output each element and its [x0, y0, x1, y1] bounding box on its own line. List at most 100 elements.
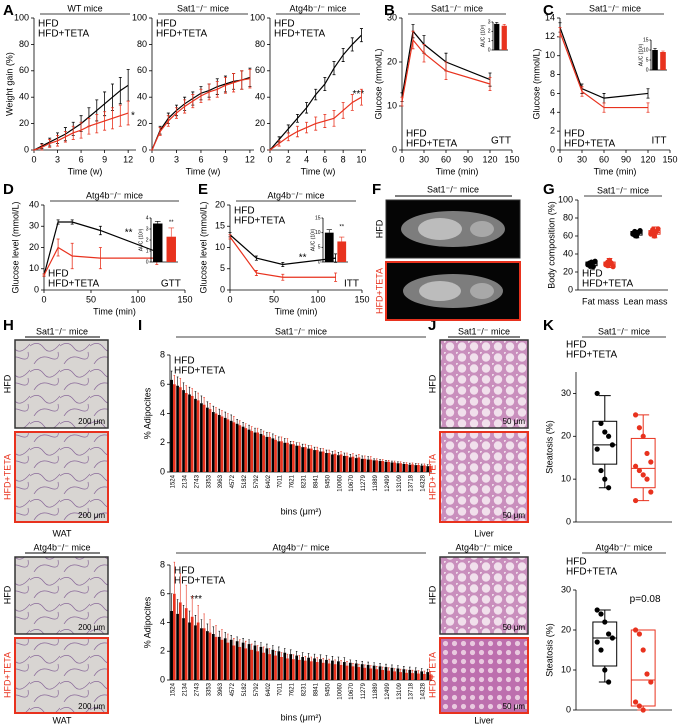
- error-bar: [203, 613, 205, 629]
- scale-bar-label: 50 μm: [503, 702, 526, 711]
- histology-image: [439, 339, 529, 429]
- legend-entry: HFD+TETA: [156, 29, 208, 40]
- bar: [307, 448, 310, 472]
- error-bar: [240, 70, 244, 90]
- error-bar: [313, 653, 316, 659]
- y-tick-label: 0: [34, 284, 39, 294]
- bar: [408, 464, 412, 472]
- error-bar: [411, 30, 415, 50]
- bar: [214, 413, 218, 472]
- x-tick-label: 2134: [182, 682, 188, 696]
- bar: [375, 669, 379, 680]
- bar: [190, 616, 194, 680]
- error-bar: [268, 648, 271, 655]
- error-bar: [346, 661, 348, 666]
- data-point: [644, 671, 650, 677]
- x-tick-label: 14328: [421, 474, 427, 491]
- error-bar: [242, 638, 244, 643]
- bar: [268, 654, 271, 680]
- bar: [321, 662, 325, 680]
- y-tick-label: 10: [643, 47, 649, 53]
- bar: [295, 445, 299, 472]
- row-label: HFD+TETA: [427, 454, 437, 500]
- error-bar: [358, 454, 360, 458]
- bar: [354, 663, 358, 680]
- error-bar: [426, 464, 429, 467]
- y-tick-label: 0: [160, 674, 165, 684]
- legend-entry: HFD: [582, 269, 603, 280]
- bar: [271, 649, 275, 680]
- whisker: [598, 395, 611, 422]
- x-tick-label: 2743: [194, 682, 200, 696]
- annotation: **: [339, 224, 344, 230]
- error-bar: [221, 410, 223, 417]
- bar: [190, 395, 194, 472]
- error-bar: [173, 375, 176, 385]
- bar: [253, 432, 257, 472]
- bar: [313, 658, 316, 680]
- bar: [283, 652, 287, 680]
- panel-letter: C: [543, 2, 554, 19]
- y-tick-label: 0: [146, 259, 149, 265]
- x-tick-label: 150: [504, 154, 519, 164]
- error-bar: [370, 665, 372, 669]
- error-bar: [292, 440, 295, 445]
- x-tick-label: 0: [227, 294, 232, 304]
- error-bar: [334, 659, 336, 665]
- error-bar: [158, 127, 162, 136]
- error-bar: [350, 94, 354, 111]
- bar: [399, 463, 402, 472]
- bar: [354, 458, 358, 472]
- error-bar: [381, 666, 384, 670]
- error-bar: [403, 462, 405, 464]
- bar: [223, 638, 227, 680]
- y-axis-label: Steatosis (%): [544, 623, 554, 677]
- error-bar: [304, 443, 307, 448]
- y-tick-label: 3: [146, 226, 149, 232]
- x-tick-label: 13718: [409, 474, 415, 491]
- x-tick-label: 50: [269, 294, 279, 304]
- bar: [501, 25, 507, 50]
- error-bar: [207, 83, 211, 101]
- error-bar: [176, 599, 179, 614]
- data-point: [602, 619, 608, 625]
- error-bar: [277, 140, 281, 147]
- x-axis-label: bins (μm²): [281, 506, 322, 516]
- data-point: [644, 476, 650, 482]
- error-bar: [203, 397, 205, 405]
- panel-title: Atg4b⁻/⁻ mice: [33, 542, 90, 552]
- error-bar: [361, 455, 363, 459]
- bar: [402, 669, 406, 680]
- x-axis-label: Time (w): [186, 166, 221, 176]
- bar: [170, 379, 173, 472]
- x-tick-label: 10670: [349, 474, 355, 491]
- error-bar: [40, 144, 44, 151]
- bar: [366, 459, 370, 472]
- error-bar: [352, 453, 354, 457]
- error-bar: [42, 273, 46, 277]
- bar: [303, 660, 307, 680]
- error-bar: [110, 83, 114, 111]
- error-bar: [154, 221, 161, 224]
- bar: [313, 450, 316, 472]
- x-tick-label: 50: [86, 294, 96, 304]
- error-bar: [444, 61, 448, 80]
- x-tick-label: 10060: [337, 474, 343, 491]
- bar: [660, 52, 666, 70]
- x-tick-label: 4572: [230, 682, 236, 696]
- x-tick-label: 30: [577, 154, 587, 164]
- error-bar: [244, 423, 247, 429]
- x-tick-label: 11889: [373, 682, 379, 699]
- data-point: [632, 497, 639, 504]
- x-tick-label: 6: [198, 154, 203, 164]
- error-bar: [185, 584, 188, 609]
- bar: [223, 417, 227, 472]
- error-bar: [375, 458, 378, 461]
- x-tick-label: 3963: [218, 682, 224, 696]
- error-bar: [286, 438, 289, 443]
- error-bar: [170, 370, 173, 380]
- y-axis-label: Glucose level (mmol/L): [198, 201, 208, 293]
- y-tick-label: 60: [137, 65, 147, 75]
- y-tick-label: 80: [19, 39, 29, 49]
- error-bar: [286, 653, 289, 659]
